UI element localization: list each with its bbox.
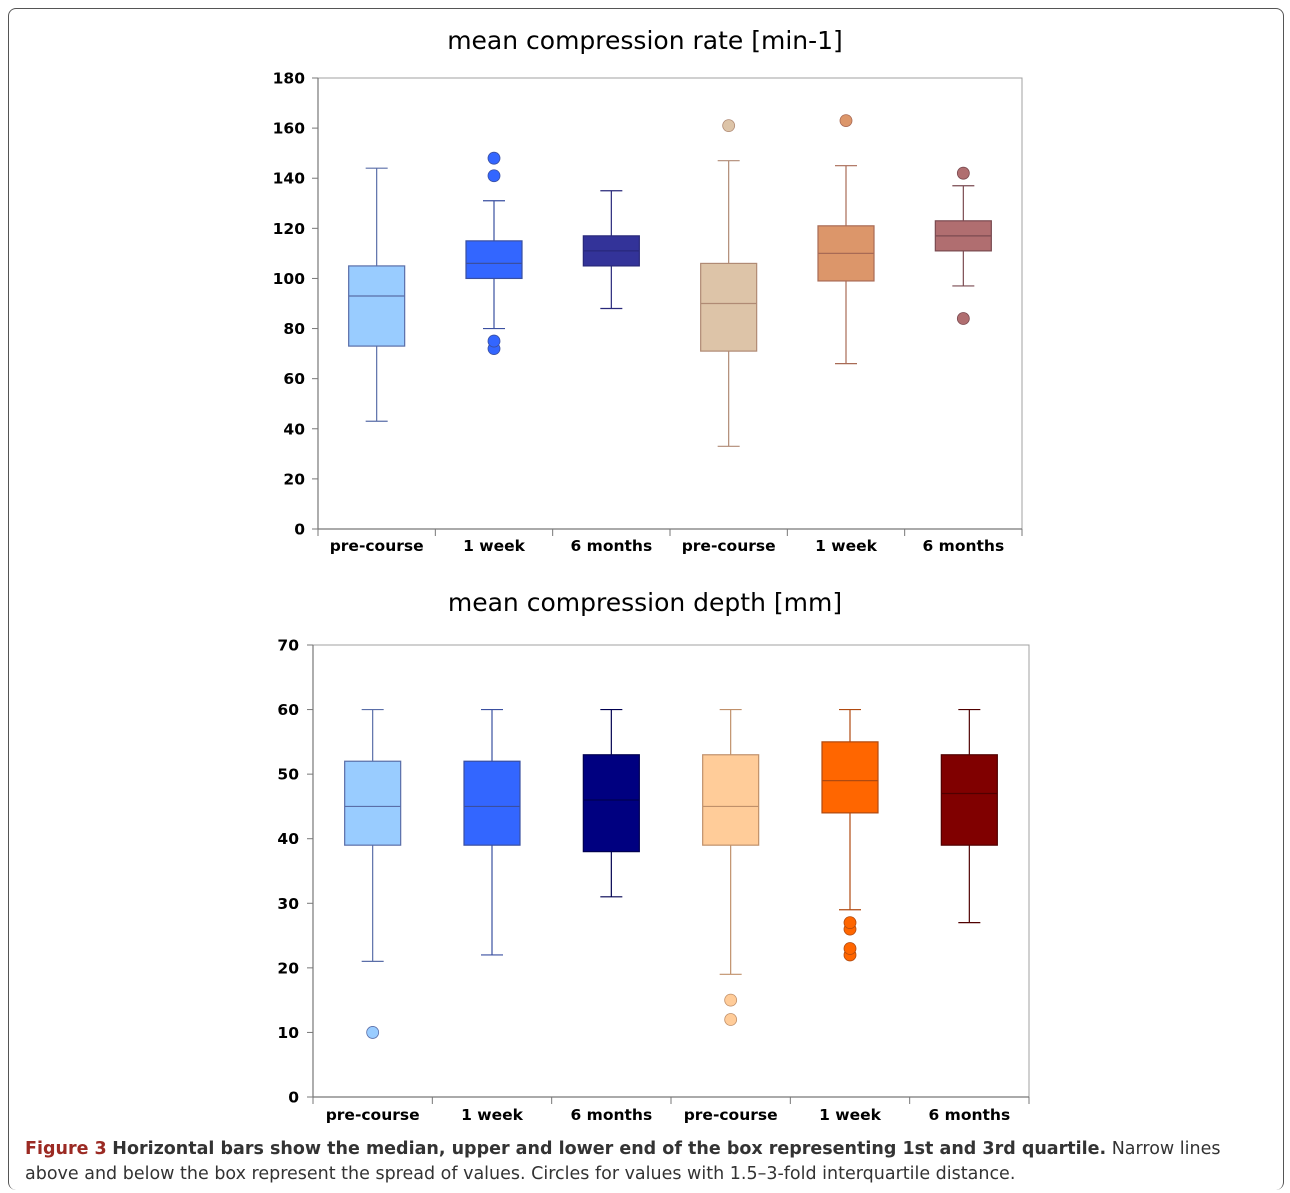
figure-caption: Figure 3 Horizontal bars show the median… — [25, 1137, 1270, 1187]
x-tick-label: 6 months — [928, 1106, 1010, 1124]
y-tick-label: 30 — [277, 895, 299, 913]
y-tick-label: 70 — [277, 637, 299, 655]
outlier-point — [487, 334, 501, 348]
outlier-point — [366, 1026, 380, 1039]
box-iqr — [940, 754, 998, 846]
x-tick-label: 1 week — [815, 537, 878, 555]
y-tick-label: 20 — [283, 470, 305, 488]
chart-title-depth: mean compression depth [mm] — [447, 588, 843, 617]
caption-label: Figure 3 — [25, 1139, 107, 1159]
x-tick-label: 6 months — [570, 1106, 652, 1124]
y-tick-label: 180 — [273, 70, 306, 88]
y-tick-label: 60 — [283, 370, 305, 388]
x-tick-label: pre-course — [684, 1106, 778, 1124]
box-group — [702, 708, 760, 1026]
box-iqr — [582, 754, 640, 853]
outlier-point — [956, 312, 970, 325]
box-group — [348, 167, 406, 422]
box-group — [817, 114, 875, 365]
y-tick-label: 120 — [273, 220, 306, 238]
box-group — [934, 166, 992, 325]
y-tick-label: 100 — [273, 270, 306, 288]
depth-boxplot: 0 10 20 30 40 50 60 70 pre-course 1 week 6 months p… — [277, 637, 1030, 1124]
box-group — [821, 708, 879, 962]
caption-bold-text: Horizontal bars show the median, upper a… — [112, 1139, 1107, 1159]
x-tick-label: pre-course — [330, 537, 424, 555]
box-iqr — [700, 262, 758, 352]
outlier-point — [956, 166, 970, 180]
outlier-point — [724, 1013, 738, 1026]
box-iqr — [821, 741, 879, 814]
x-tick-label: pre-course — [326, 1106, 420, 1124]
box-group — [463, 708, 521, 956]
outlier-point — [724, 993, 738, 1007]
x-tick-label: 6 months — [570, 537, 652, 555]
rate-boxplot: 0 20 40 60 80 100 120 140 160 180 pre-course 1 week… — [273, 70, 1023, 555]
x-tick-label: 6 months — [922, 537, 1004, 555]
figure-frame — [8, 8, 1284, 1190]
x-tick-label: 1 week — [819, 1106, 882, 1124]
box-group — [940, 708, 998, 924]
x-tick-label: 1 week — [461, 1106, 524, 1124]
outlier-point — [487, 169, 501, 183]
box-iqr — [344, 760, 402, 846]
y-tick-label: 40 — [283, 420, 305, 438]
outlier-point — [722, 119, 736, 133]
box-group — [582, 190, 640, 310]
x-tick-label: 1 week — [463, 537, 526, 555]
y-tick-label: 140 — [273, 170, 306, 188]
y-tick-label: 10 — [277, 1024, 299, 1042]
box-iqr — [702, 754, 760, 846]
y-tick-label: 0 — [294, 521, 305, 539]
chart-title-rate: mean compression rate [min-1] — [447, 26, 843, 55]
plot-area — [312, 644, 1030, 1098]
box-group — [344, 708, 402, 1039]
caption-text: Narrow lines above and below the box rep… — [25, 1139, 1221, 1184]
y-tick-label: 160 — [273, 120, 306, 138]
outlier-point — [487, 151, 501, 165]
outlier-point — [839, 114, 853, 127]
y-tick-label: 60 — [277, 701, 299, 719]
y-tick-label: 20 — [277, 959, 299, 977]
box-group — [700, 119, 758, 447]
box-iqr — [348, 265, 406, 347]
y-tick-label: 80 — [283, 320, 305, 338]
x-tick-label: pre-course — [682, 537, 776, 555]
outlier-point — [843, 942, 857, 955]
box-iqr — [463, 760, 521, 846]
box-iqr — [465, 240, 523, 280]
outlier-point — [843, 916, 857, 930]
y-tick-label: 0 — [288, 1089, 299, 1107]
box-group — [582, 708, 640, 898]
y-tick-label: 50 — [277, 766, 299, 784]
box-group — [465, 151, 523, 356]
y-tick-label: 40 — [277, 830, 299, 848]
